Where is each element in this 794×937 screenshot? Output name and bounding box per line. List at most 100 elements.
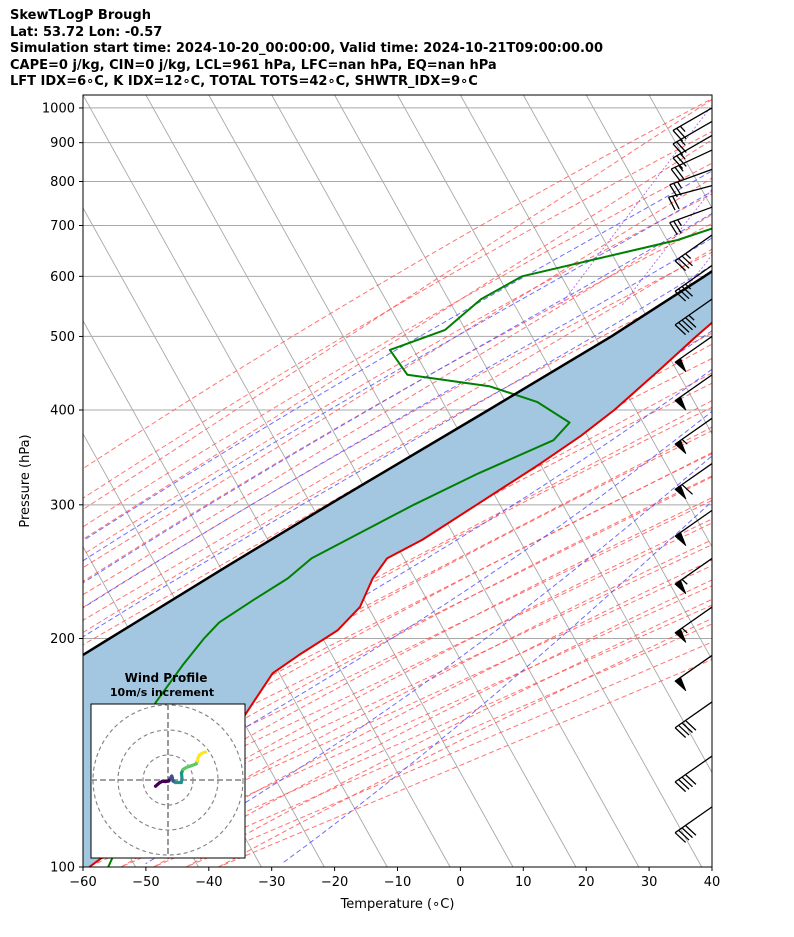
barb-full-feather <box>678 724 690 736</box>
barb-half-feather <box>677 181 682 189</box>
barb-full-feather <box>678 257 690 269</box>
barb-full-feather <box>674 727 687 738</box>
isotherm-line <box>648 95 712 209</box>
barb-full-feather <box>674 781 687 793</box>
wind-barb <box>674 654 713 692</box>
barb-shaft <box>674 417 713 445</box>
barb-full-feather <box>685 720 697 731</box>
moist-adiabat-line <box>83 368 712 763</box>
chart-axes: −60 −50 −40 −30 −20 −10 0 10 20 30 40 1000 900 800 700… <box>18 94 721 912</box>
barb-full-feather <box>673 220 682 234</box>
x-tick-label: −10 <box>384 875 411 890</box>
barb-full-feather <box>674 166 685 180</box>
y-tick-label: 900 <box>50 136 75 151</box>
barb-full-feather <box>685 774 697 785</box>
barb-half-feather <box>679 125 686 132</box>
barb-full-feather <box>681 484 693 495</box>
wind-barb <box>670 149 713 181</box>
barb-full-feather <box>678 321 690 333</box>
barb-half-feather <box>688 314 695 321</box>
mixing-ratio-line <box>745 95 794 305</box>
mixing-ratio-line <box>672 254 712 306</box>
barb-full-feather <box>681 776 693 788</box>
barb-pennant <box>674 628 687 643</box>
thermo-indices-line: LFT IDX=6∘C, K IDX=12∘C, TOTAL TOTS=42∘C… <box>10 74 478 89</box>
moist-adiabat-line <box>83 190 712 562</box>
isotherm-line <box>83 319 388 867</box>
wind-barb <box>674 463 713 500</box>
barb-shaft <box>674 234 713 262</box>
moist-adiabat-line <box>83 410 712 825</box>
barb-half-feather <box>677 219 682 227</box>
x-tick-label: −40 <box>195 875 222 890</box>
dry-adiabat-line <box>83 162 712 569</box>
barb-shaft <box>672 134 713 159</box>
barb-full-feather <box>678 288 690 300</box>
barb-shaft <box>674 335 713 363</box>
dewpoint-profile-line <box>107 227 712 867</box>
barb-full-feather <box>685 825 697 836</box>
isotherm-line <box>711 95 712 96</box>
parcel-profile-line <box>83 269 712 657</box>
hodograph-subtitle: 10m/s increment <box>110 686 214 699</box>
barb-shaft <box>674 463 713 490</box>
barb-full-feather <box>672 157 684 169</box>
barb-full-feather <box>685 317 697 328</box>
barb-shaft <box>674 755 713 783</box>
barb-shaft <box>674 557 713 585</box>
dry-adiabat-line <box>83 382 712 753</box>
y-tick-label: 800 <box>50 175 75 190</box>
barb-pennant <box>674 676 687 692</box>
barb-shaft <box>674 264 713 292</box>
wind-barb <box>674 606 713 643</box>
barb-pennant <box>674 579 687 595</box>
barb-shaft <box>668 185 713 198</box>
barb-full-feather <box>681 722 693 734</box>
barb-half-feather <box>681 438 688 445</box>
barb-full-feather <box>674 324 687 336</box>
x-tick-label: 0 <box>456 875 464 890</box>
dry-adiabat-line <box>83 497 712 840</box>
isotherm-line <box>585 95 712 322</box>
dry-adiabat-line <box>88 539 712 867</box>
barb-full-feather <box>676 155 687 167</box>
x-tick-label: 10 <box>515 875 532 890</box>
mixing-ratio-line <box>785 95 794 305</box>
x-tick-label: 40 <box>704 875 721 890</box>
barb-full-feather <box>681 255 693 267</box>
barb-shaft <box>674 654 713 682</box>
barb-full-feather <box>674 832 687 843</box>
wind-barbs <box>667 107 713 843</box>
dry-adiabat-line <box>120 559 712 867</box>
wind-barb <box>674 234 713 272</box>
barb-full-feather <box>681 827 693 839</box>
y-tick-label: 400 <box>50 403 75 418</box>
wind-barb <box>674 417 713 455</box>
wind-barb <box>667 185 713 211</box>
hodograph-plot <box>91 704 245 858</box>
wind-barb <box>674 701 713 738</box>
barb-pennant <box>674 357 687 373</box>
x-tick-label: −60 <box>69 875 96 890</box>
barb-shaft <box>669 168 713 186</box>
y-tick-label: 500 <box>50 330 75 345</box>
x-tick-label: −20 <box>321 875 348 890</box>
barb-full-feather <box>672 195 680 210</box>
hodograph-segment <box>200 750 208 755</box>
moist-adiabat-line <box>281 500 712 865</box>
barb-half-feather <box>681 627 688 634</box>
barb-shaft <box>669 206 713 224</box>
x-tick-label: 30 <box>641 875 658 890</box>
barb-shaft <box>672 120 713 145</box>
barb-full-feather <box>669 222 678 236</box>
mixing-ratio-line <box>560 104 712 306</box>
dry-adiabat-line <box>83 279 712 669</box>
time-line: Simulation start time: 2024-10-20_00:00:… <box>10 41 603 56</box>
isotherm-line <box>522 95 712 435</box>
dry-adiabat-line <box>83 98 712 511</box>
stability-indices-line: CAPE=0 j/kg, CIN=0 j/kg, LCL=961 hPa, LF… <box>10 57 497 73</box>
barb-pennant <box>674 396 687 411</box>
mixing-ratio-line <box>703 294 712 306</box>
barb-full-feather <box>673 182 682 196</box>
